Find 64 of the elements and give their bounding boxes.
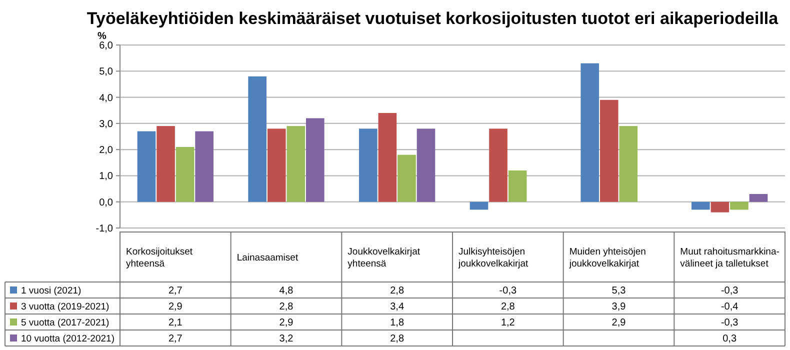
y-tick-label: 4,0	[99, 92, 114, 104]
legend-label: 1 vuosi (2021)	[21, 285, 82, 296]
data-label: -0,3	[499, 286, 517, 296]
bar	[508, 170, 527, 202]
data-label: -0,3	[720, 318, 739, 328]
data-label: 2,9	[168, 302, 183, 312]
data-label: 3,2	[279, 334, 294, 344]
bar	[710, 202, 730, 212]
bar	[248, 76, 266, 202]
data-label: 2,9	[612, 318, 626, 328]
legend-label: 10 vuotta (2012-2021)	[21, 333, 114, 344]
y-tick-label: -1,0	[96, 224, 114, 234]
bar	[692, 202, 710, 210]
data-label: -0,4	[720, 302, 739, 312]
data-label: -0,3	[720, 286, 739, 296]
data-label: 2,8	[279, 302, 294, 312]
y-tick-label: 1,0	[99, 171, 114, 182]
data-label: 2,7	[168, 286, 183, 296]
bar	[470, 202, 488, 210]
bar	[580, 63, 599, 202]
y-tick-label: 2,0	[99, 145, 114, 156]
data-label: 5,3	[612, 286, 626, 296]
bar	[730, 202, 748, 210]
x-tick-label: Korkosijoitukset yhteensä	[126, 246, 193, 270]
bar	[489, 128, 508, 202]
y-tick-label: 6,0	[99, 40, 114, 52]
bar	[195, 131, 214, 202]
bar	[600, 100, 618, 202]
x-tick-label: Joukkovelkakirjat yhteensä	[348, 246, 420, 270]
bar	[156, 126, 175, 202]
data-label: 1,8	[390, 318, 404, 328]
bar	[359, 128, 378, 202]
data-label: 2,7	[168, 334, 183, 344]
chart-title: Työeläkeyhtiöiden keskimääräiset vuotuiset korkosijoitusten tuotot eri aikaperiodeilla	[86, 9, 779, 28]
x-tick-label: Julkisyhteisöjen joukkovelkakirjat	[458, 246, 529, 270]
y-axis-title: %	[98, 31, 107, 42]
bar	[619, 126, 638, 202]
data-label: 4,8	[279, 286, 294, 296]
data-label: 2,9	[279, 318, 294, 328]
bar	[416, 128, 436, 202]
legend-label: 5 vuotta (2017-2021)	[21, 317, 110, 328]
bar	[286, 126, 306, 202]
data-label: 1,2	[500, 318, 516, 328]
bar	[378, 112, 397, 202]
y-tick-label: 0,0	[99, 197, 114, 208]
data-label: 2,1	[168, 318, 183, 328]
data-label: 2,8	[500, 302, 516, 312]
data-label: 2,8	[390, 334, 404, 344]
bar	[137, 131, 156, 202]
bar	[749, 194, 768, 202]
x-tick-label: Lainasaamiset	[236, 252, 298, 264]
bar	[267, 128, 286, 202]
bar	[176, 146, 194, 202]
legend-label: 3 vuotta (2019-2021)	[21, 301, 110, 312]
bar	[398, 154, 416, 202]
y-tick-label: 3,0	[99, 118, 114, 130]
y-tick-label: 5,0	[99, 66, 114, 78]
data-label: 0,3	[722, 334, 737, 344]
x-tick-label: Muiden yhteisöjen joukkovelkakirjat	[568, 246, 646, 270]
bar	[306, 118, 324, 202]
data-label: 2,8	[390, 286, 404, 296]
x-tick-label: Muut rahoitusmarkkina-välineet ja talletukset	[680, 246, 780, 270]
data-label: 3,9	[612, 302, 626, 312]
data-label: 3,4	[390, 302, 404, 312]
